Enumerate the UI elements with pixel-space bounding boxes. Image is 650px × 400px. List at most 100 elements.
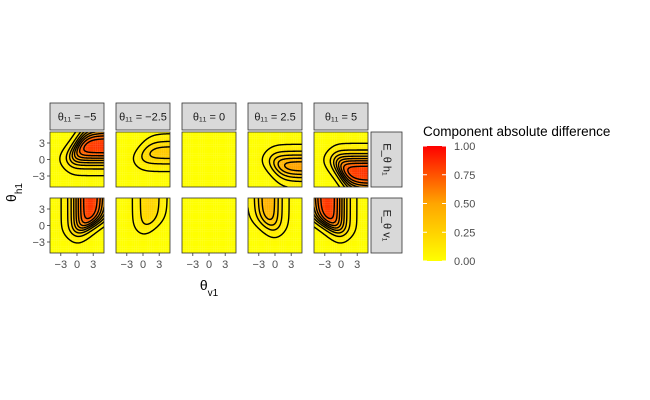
- panel-v-4: [314, 198, 368, 253]
- panel-h-4: [314, 132, 368, 187]
- contour-line: [314, 198, 352, 238]
- x-tick-label: −3: [121, 259, 134, 271]
- panel-v-1: [116, 198, 170, 253]
- contour-line: [77, 198, 104, 227]
- panel-border: [181, 131, 237, 188]
- legend-tick-label: 1.00: [454, 141, 475, 153]
- strip-top-3: θ₁₁ = 2.5: [247, 102, 303, 131]
- legend-colorbar: [423, 146, 446, 261]
- strip-label: θ₁₁ = −5: [58, 112, 97, 124]
- contour-line: [59, 132, 104, 177]
- strip-label: θ₁₁ = 2.5: [254, 112, 295, 124]
- legend: Component absolute difference 1.00 0.75 0.5…: [423, 124, 610, 268]
- contour-line: [261, 143, 302, 187]
- contour-line: [268, 150, 302, 183]
- legend-tick-label: 0.75: [454, 170, 475, 182]
- panel-border: [313, 131, 369, 188]
- contour-line: [314, 198, 348, 234]
- x-tick-label: 3: [90, 259, 96, 271]
- x-axis-title: θv1: [200, 277, 219, 299]
- contour-line: [132, 133, 170, 173]
- x-tick-label: 0: [272, 259, 278, 271]
- contour-line: [78, 135, 104, 157]
- strip-top-2: θ₁₁ = 0: [181, 102, 237, 131]
- legend-tick-label: 0.25: [454, 227, 475, 239]
- strip-label: E_θ v₁: [381, 210, 393, 242]
- panel-h-2: [182, 132, 236, 187]
- y-tick-label: 0: [39, 221, 45, 233]
- x-tick-label: −3: [319, 259, 332, 271]
- x-tick-label: −3: [187, 259, 200, 271]
- strip-top-1: θ₁₁ = −2.5: [115, 102, 171, 131]
- contour-line: [248, 198, 290, 239]
- strip-top-0: θ₁₁ = −5: [49, 102, 105, 131]
- contour-line: [149, 146, 170, 160]
- contour-line: [314, 198, 358, 244]
- contour-line: [83, 138, 104, 154]
- contour-line: [273, 154, 302, 179]
- contour-line: [73, 132, 104, 162]
- contour-line: [314, 198, 343, 229]
- contour-line: [283, 161, 302, 172]
- x-tick-label: −3: [55, 259, 68, 271]
- panel-h-0: [50, 132, 104, 187]
- panel-v-0: [50, 198, 104, 253]
- contour-line: [261, 198, 276, 221]
- contour-line: [335, 155, 368, 187]
- contour-line: [347, 165, 368, 181]
- contour-line: [70, 198, 104, 234]
- y-tick-label: 0: [39, 155, 45, 167]
- contour-line: [60, 198, 104, 244]
- panel-border: [247, 131, 303, 188]
- contour-line: [141, 140, 170, 165]
- contour-line: [82, 198, 98, 220]
- contour-line: [66, 198, 104, 238]
- contour-line: [342, 162, 368, 184]
- x-tick-label: 0: [338, 259, 344, 271]
- contour-line: [139, 198, 160, 225]
- contour-line: [253, 198, 283, 231]
- legend-title: Component absolute difference: [423, 124, 610, 139]
- contour-line: [320, 198, 336, 220]
- x-tick-label: −3: [253, 259, 266, 271]
- strip-label: θ₁₁ = 0: [193, 112, 225, 124]
- contour-line: [329, 149, 368, 187]
- panel-v-2: [182, 198, 236, 253]
- contour-line: [337, 157, 368, 187]
- panel-border: [115, 131, 171, 188]
- contour-line: [75, 198, 104, 229]
- contour-line: [332, 152, 368, 187]
- contour-line: [317, 198, 339, 224]
- y-axis-title: θh1: [3, 183, 25, 202]
- contour-line: [71, 132, 104, 164]
- contour-line: [314, 198, 341, 227]
- contour-line: [65, 132, 104, 170]
- contour-line: [323, 142, 368, 187]
- strip-label: θ₁₁ = 5: [325, 112, 357, 124]
- strip-right-h: E_θ h₁: [370, 131, 403, 188]
- contour-line: [76, 132, 104, 159]
- strip-right-v: E_θ v₁: [370, 197, 403, 254]
- y-tick-label: −3: [32, 237, 45, 249]
- contour-line: [79, 198, 101, 224]
- x-tick-label: 0: [140, 259, 146, 271]
- x-tick-label: 3: [354, 259, 360, 271]
- strip-label: θ₁₁ = −2.5: [119, 112, 167, 124]
- panel-v-3: [248, 198, 302, 253]
- legend-tick-label: 0.50: [454, 199, 475, 211]
- legend-tick-label: 0.00: [454, 256, 475, 268]
- contour-line: [257, 198, 279, 226]
- contour-line: [131, 198, 168, 235]
- strip-label: E_θ h₁: [381, 143, 393, 176]
- x-tick-label: 3: [288, 259, 294, 271]
- panel-h-3: [248, 132, 302, 187]
- contour-line: [73, 198, 104, 232]
- y-tick-label: −3: [32, 171, 45, 183]
- x-tick-label: 0: [74, 259, 80, 271]
- x-tick-label: 0: [206, 259, 212, 271]
- contour-line: [68, 132, 104, 167]
- contour-line: [277, 157, 302, 176]
- x-tick-label: 3: [222, 259, 228, 271]
- y-tick-label: 3: [39, 138, 45, 150]
